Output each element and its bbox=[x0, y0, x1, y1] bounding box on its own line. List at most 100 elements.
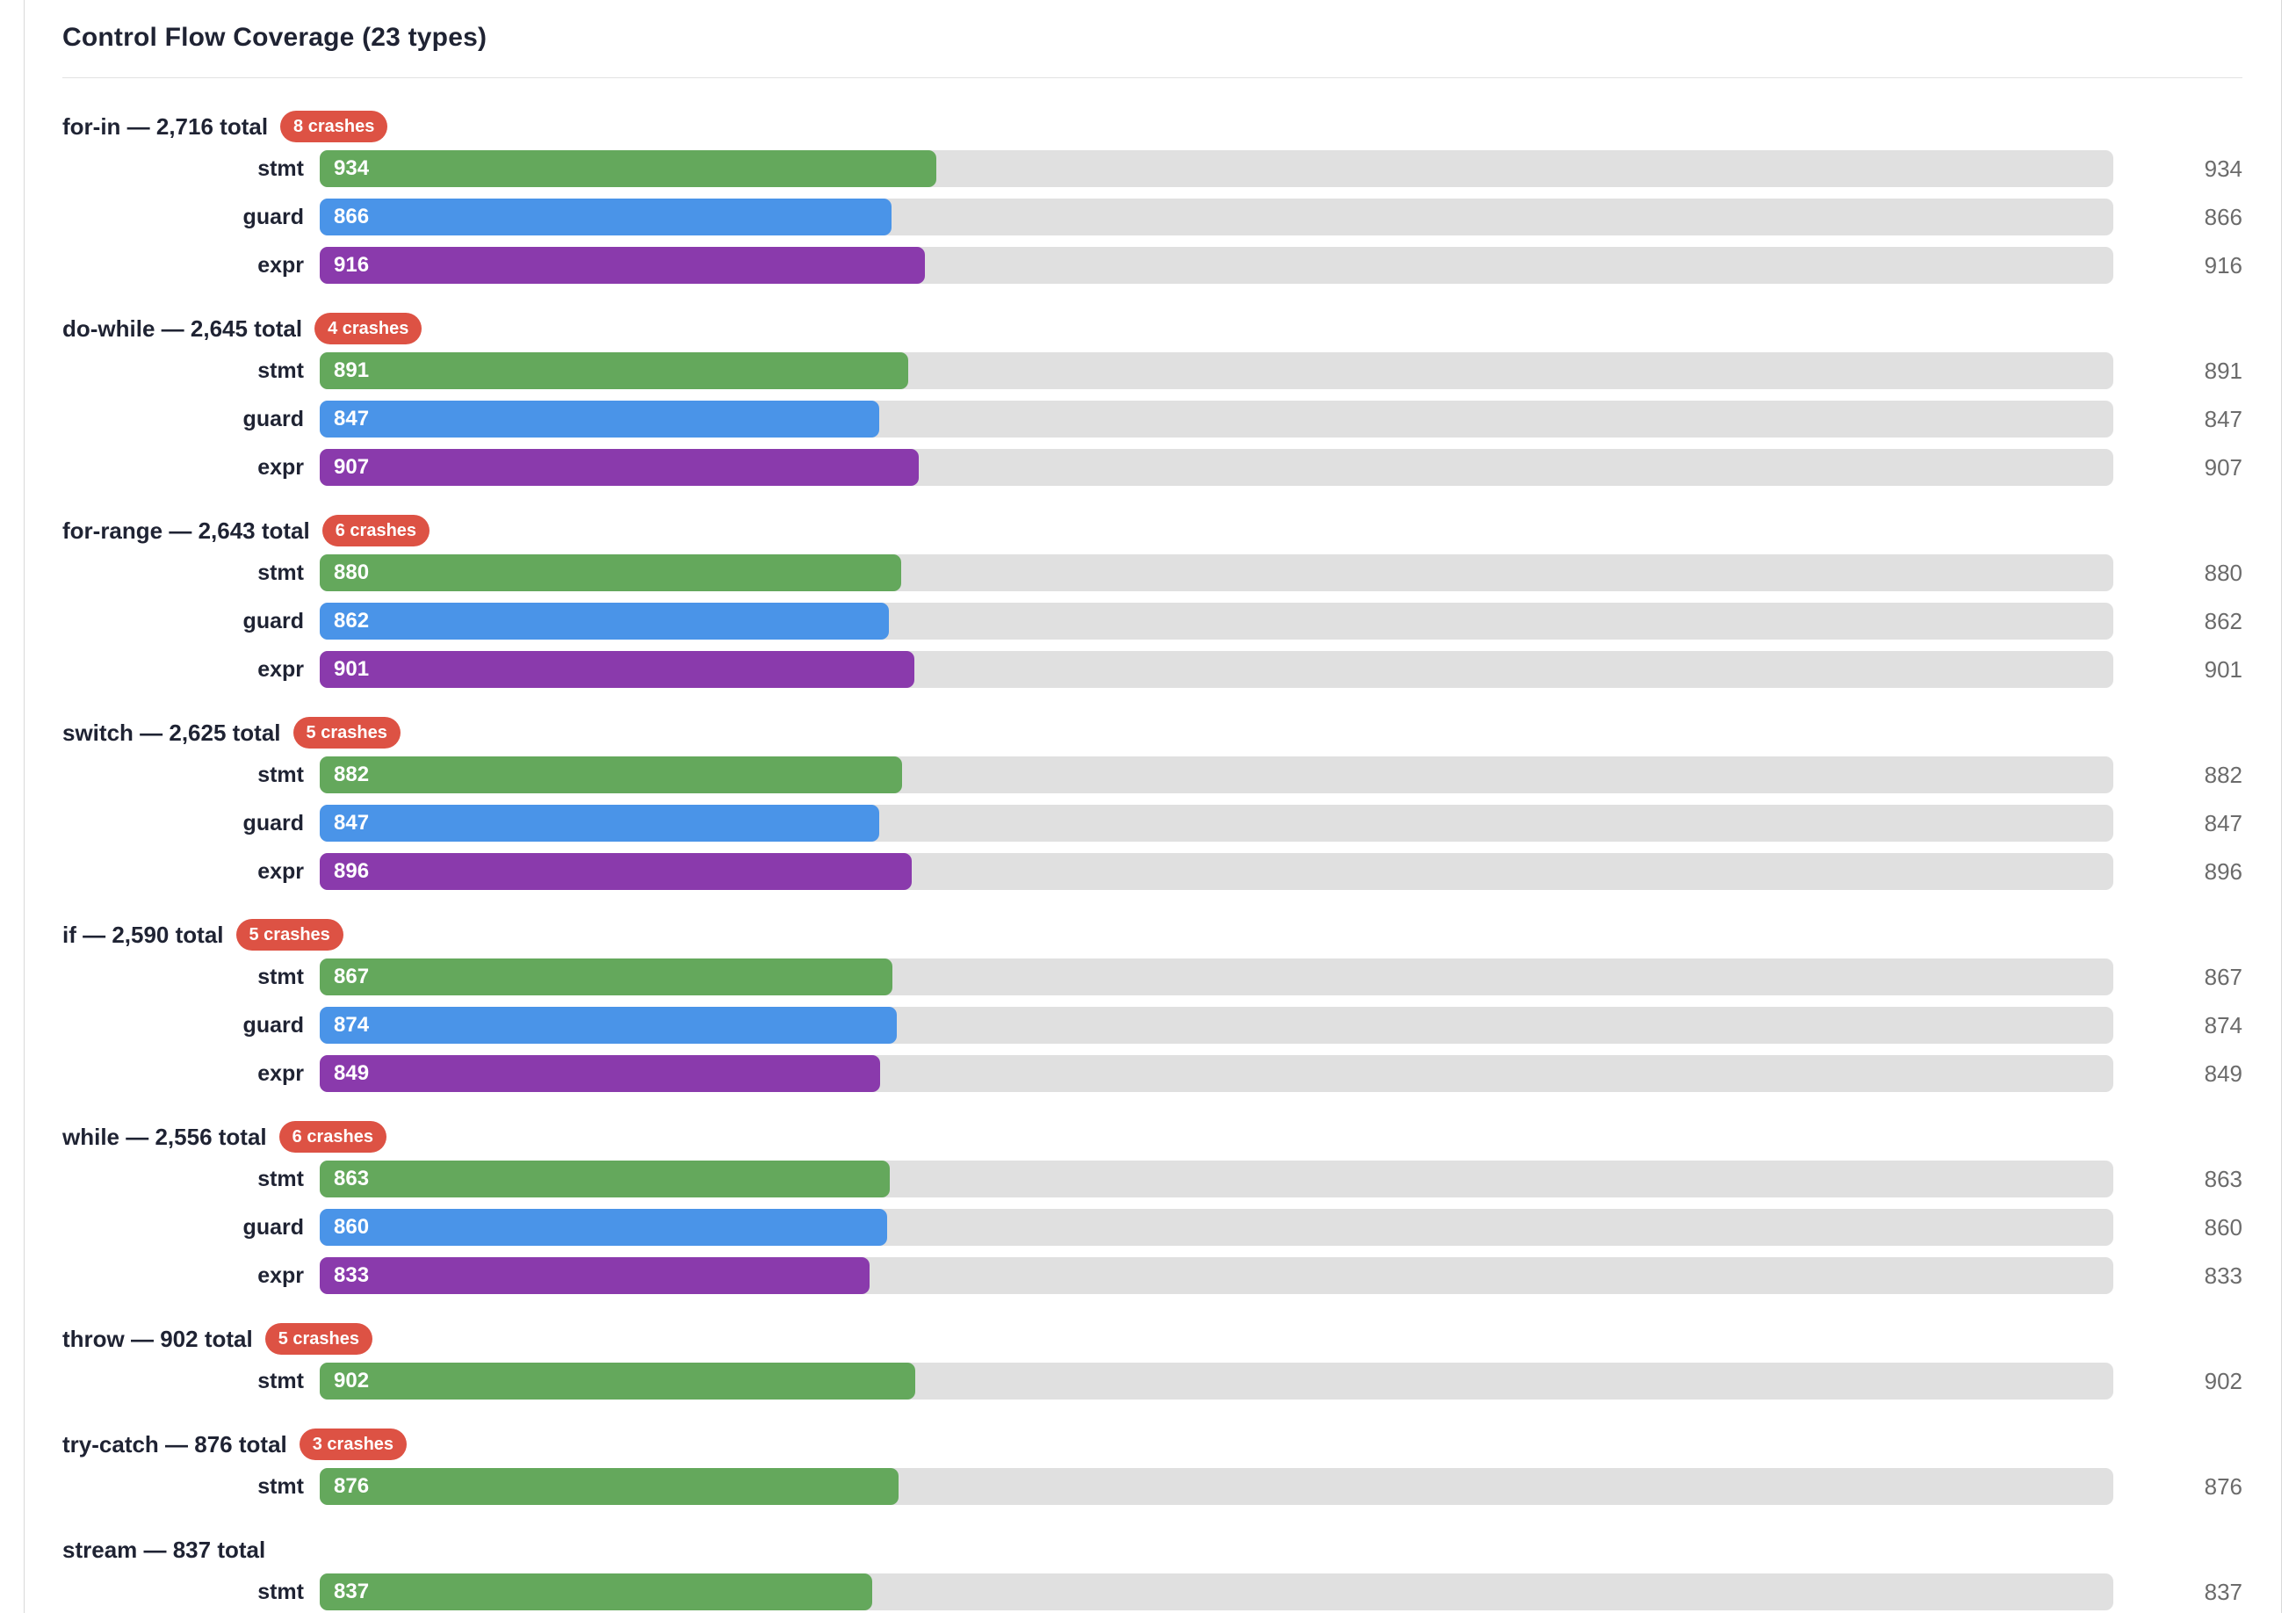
chart-group-throw: throw — 902 total 5 crashes stmt 902 902 bbox=[62, 1323, 2242, 1400]
bar-fill-stmt: 891 bbox=[320, 352, 908, 389]
bar-fill-guard: 862 bbox=[320, 603, 890, 640]
bar-value-label: 867 bbox=[334, 965, 370, 988]
crash-count-badge: 5 crashes bbox=[292, 717, 401, 749]
chart-group-if: if — 2,590 total 5 crashes stmt 867 867 guard… bbox=[62, 919, 2242, 1092]
bar-label: guard bbox=[242, 204, 304, 229]
bar-fill-stmt: 880 bbox=[320, 554, 901, 591]
group-header: if — 2,590 total 5 crashes bbox=[62, 919, 2242, 951]
bar-value-right: 874 bbox=[2204, 1011, 2242, 1038]
bar-row-expr: expr 849 849 bbox=[62, 1055, 2242, 1092]
bar-fill-expr: 916 bbox=[320, 247, 925, 284]
bar-label: stmt bbox=[257, 1579, 304, 1604]
bar-fill-stmt: 863 bbox=[320, 1161, 890, 1197]
bar-label: guard bbox=[242, 608, 304, 633]
bar-row-stmt: stmt 882 882 bbox=[62, 756, 2242, 793]
bar-track: 837 bbox=[320, 1573, 2113, 1610]
bar-row-guard: guard 862 862 bbox=[62, 603, 2242, 640]
bar-value-label: 862 bbox=[334, 609, 370, 633]
group-header: try-catch — 876 total 3 crashes bbox=[62, 1429, 2242, 1460]
bar-value-right: 867 bbox=[2204, 963, 2242, 990]
bar-track: 863 bbox=[320, 1161, 2113, 1197]
group-title-label: stream — 837 total bbox=[62, 1536, 266, 1563]
group-header: switch — 2,625 total 5 crashes bbox=[62, 717, 2242, 749]
page-title: Control Flow Coverage (23 types) bbox=[62, 23, 487, 52]
group-title-label: if — 2,590 total bbox=[62, 921, 224, 948]
chart-group-for-range: for-range — 2,643 total 6 crashes stmt 880 8… bbox=[62, 515, 2242, 688]
title-divider bbox=[62, 77, 2242, 78]
bar-track: 833 bbox=[320, 1257, 2113, 1294]
bar-value-right: 916 bbox=[2204, 251, 2242, 278]
bar-row-stmt: stmt 863 863 bbox=[62, 1161, 2242, 1197]
bar-value-right: 833 bbox=[2204, 1262, 2242, 1289]
bar-value-label: 876 bbox=[334, 1474, 370, 1498]
bar-value-label: 847 bbox=[334, 407, 370, 430]
bar-value-right: 934 bbox=[2204, 155, 2242, 182]
bar-label: stmt bbox=[257, 762, 304, 787]
bar-row-stmt: stmt 837 837 bbox=[62, 1573, 2242, 1610]
bar-value-label: 833 bbox=[334, 1263, 370, 1287]
bar-value-right: 907 bbox=[2204, 453, 2242, 481]
bar-label: guard bbox=[242, 1012, 304, 1038]
bar-value-label: 880 bbox=[334, 561, 370, 584]
bar-value-right: 866 bbox=[2204, 203, 2242, 230]
bar-fill-stmt: 867 bbox=[320, 958, 892, 995]
chart-group-while: while — 2,556 total 6 crashes stmt 863 863 gu… bbox=[62, 1121, 2242, 1294]
bar-label: guard bbox=[242, 810, 304, 835]
bar-track: 866 bbox=[320, 199, 2113, 235]
group-header: stream — 837 total bbox=[62, 1535, 2242, 1565]
group-title-label: for-in — 2,716 total bbox=[62, 112, 269, 140]
bar-label: stmt bbox=[257, 964, 304, 989]
group-header: do-while — 2,645 total 4 crashes bbox=[62, 313, 2242, 344]
bar-label: expr bbox=[257, 1060, 304, 1086]
bar-value-label: 934 bbox=[334, 156, 370, 180]
bar-track: 847 bbox=[320, 805, 2113, 842]
bar-fill-expr: 849 bbox=[320, 1055, 881, 1092]
bar-value-label: 847 bbox=[334, 811, 370, 835]
bar-label: stmt bbox=[257, 156, 304, 181]
bar-fill-stmt: 902 bbox=[320, 1363, 916, 1400]
bar-track: 876 bbox=[320, 1468, 2113, 1505]
bar-value-right: 860 bbox=[2204, 1213, 2242, 1240]
group-title-label: for-range — 2,643 total bbox=[62, 517, 310, 544]
bar-value-right: 901 bbox=[2204, 655, 2242, 683]
group-title-label: while — 2,556 total bbox=[62, 1123, 267, 1150]
bar-row-expr: expr 896 896 bbox=[62, 853, 2242, 890]
bar-fill-expr: 833 bbox=[320, 1257, 870, 1294]
bar-track: 902 bbox=[320, 1363, 2113, 1400]
bar-track: 896 bbox=[320, 853, 2113, 890]
bar-fill-expr: 907 bbox=[320, 449, 919, 486]
bar-value-right: 847 bbox=[2204, 405, 2242, 432]
bar-value-right: 847 bbox=[2204, 809, 2242, 836]
bar-row-expr: expr 901 901 bbox=[62, 651, 2242, 688]
bar-label: expr bbox=[257, 1262, 304, 1288]
bar-value-right: 891 bbox=[2204, 357, 2242, 384]
bar-value-label: 916 bbox=[334, 253, 370, 277]
bar-fill-guard: 860 bbox=[320, 1209, 888, 1246]
bar-track: 882 bbox=[320, 756, 2113, 793]
bar-fill-stmt: 876 bbox=[320, 1468, 899, 1505]
group-header: for-range — 2,643 total 6 crashes bbox=[62, 515, 2242, 546]
bar-value-right: 876 bbox=[2204, 1472, 2242, 1500]
crash-count-badge: 5 crashes bbox=[235, 919, 343, 951]
bar-row-expr: expr 916 916 bbox=[62, 247, 2242, 284]
chart-group-for-in: for-in — 2,716 total 8 crashes stmt 934 934 g… bbox=[62, 111, 2242, 284]
crash-count-badge: 5 crashes bbox=[264, 1323, 372, 1355]
group-title-label: try-catch — 876 total bbox=[62, 1430, 287, 1457]
group-header: while — 2,556 total 6 crashes bbox=[62, 1121, 2242, 1153]
bar-label: expr bbox=[257, 454, 304, 480]
bar-value-label: 849 bbox=[334, 1061, 370, 1085]
bar-track: 862 bbox=[320, 603, 2113, 640]
bar-fill-stmt: 837 bbox=[320, 1573, 873, 1610]
bar-fill-guard: 866 bbox=[320, 199, 892, 235]
bar-label: expr bbox=[257, 656, 304, 682]
group-header: for-in — 2,716 total 8 crashes bbox=[62, 111, 2242, 142]
bar-track: 847 bbox=[320, 401, 2113, 438]
bar-row-guard: guard 847 847 bbox=[62, 401, 2242, 438]
bar-track: 907 bbox=[320, 449, 2113, 486]
bar-value-right: 862 bbox=[2204, 607, 2242, 634]
crash-count-badge: 4 crashes bbox=[314, 313, 422, 344]
bar-value-label: 837 bbox=[334, 1580, 370, 1603]
bar-row-guard: guard 860 860 bbox=[62, 1209, 2242, 1246]
bar-value-label: 874 bbox=[334, 1013, 370, 1037]
bar-value-label: 863 bbox=[334, 1167, 370, 1190]
